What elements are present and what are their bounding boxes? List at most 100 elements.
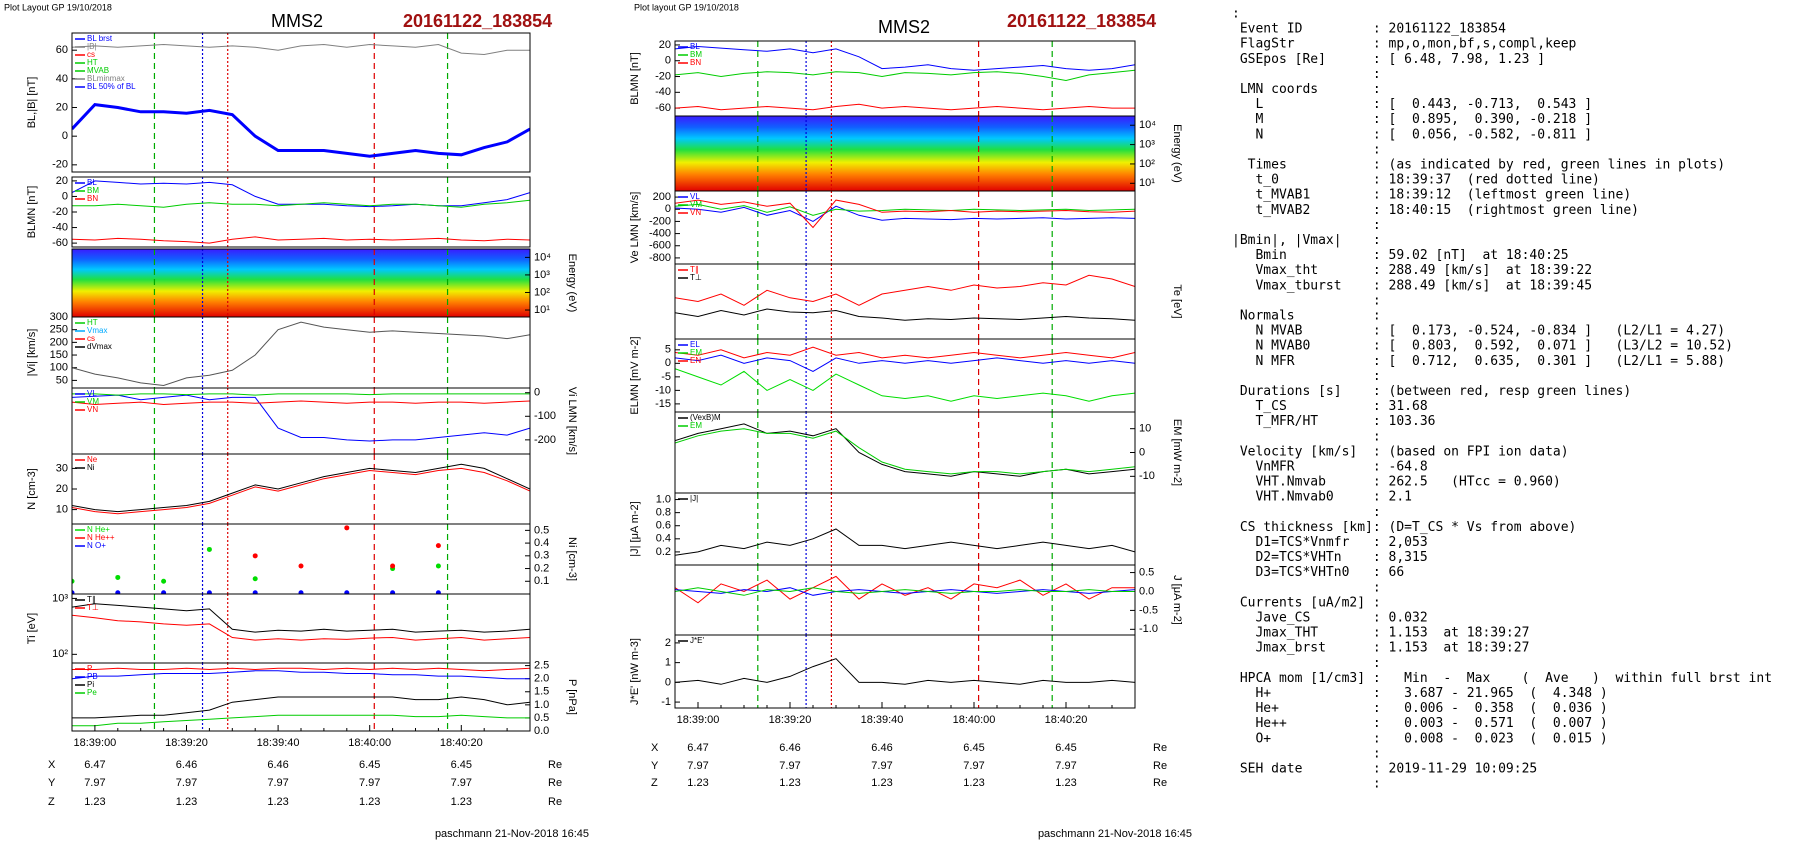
series-line: [72, 180, 530, 208]
legend-label: Ni: [87, 463, 95, 472]
y2-axis-label: EM [mW m-2]: [1171, 419, 1183, 486]
y-tick-label: 40: [56, 73, 68, 85]
orbit-label: Z: [651, 777, 658, 789]
orbit-unit: Re: [1153, 760, 1167, 772]
legend-label: VM: [690, 200, 702, 209]
orbit-label: X: [48, 759, 56, 771]
legend-label: MVAB: [87, 66, 109, 75]
info-line: T_CS : 31.68: [1232, 399, 1428, 414]
info-line: D2=TCS*VHTn : 8,315: [1232, 550, 1428, 565]
point: [390, 590, 396, 594]
info-line: :: [1232, 429, 1381, 444]
y-tick-label: 100: [50, 362, 68, 374]
info-line: Currents [uA/m2] :: [1232, 595, 1381, 610]
point: [390, 563, 396, 569]
y2-tick-label: -100: [534, 410, 556, 422]
point: [161, 578, 167, 584]
y-tick-label: -200: [649, 215, 671, 227]
y2-tick-label: 0: [534, 387, 540, 399]
legend-label: Pi: [87, 680, 94, 689]
legend-label: BL brst: [87, 34, 113, 43]
info-line: N : [ 0.056, -0.582, -0.811 ]: [1232, 127, 1592, 142]
x-tick-label: 18:40:00: [953, 714, 996, 726]
info-line: :: [1232, 7, 1240, 22]
y-tick-label: 0: [62, 190, 68, 202]
series-line: [72, 236, 530, 244]
instrument-title: MMS2: [271, 11, 323, 31]
series-line: [675, 274, 1135, 306]
panel-frame: [71, 32, 531, 173]
series-line: [72, 199, 530, 208]
y2-tick-label: 1.5: [534, 686, 549, 698]
info-line: :: [1232, 746, 1381, 761]
info-line: Bmin : 59.02 [nT] at 18:40:25: [1232, 248, 1569, 263]
info-line: :: [1232, 777, 1381, 792]
y-tick-label: -60: [655, 102, 671, 114]
spectrogram-image: [675, 116, 1135, 191]
layout-label: Plot Layout GP 19/10/2018: [4, 2, 112, 12]
y2-tick-label: 10¹: [534, 304, 550, 316]
legend-label: HT: [87, 318, 98, 327]
orbit-unit: Re: [1153, 777, 1167, 789]
y-axis-label: J*E' [nW m-3]: [629, 638, 641, 705]
orbit-value: 6.47: [84, 759, 105, 771]
info-line: D1=TCS*Vnmfr : 2,053: [1232, 535, 1428, 550]
point: [72, 590, 75, 594]
y-tick-label: 0.6: [656, 520, 671, 532]
y-axis-label: Ti [eV]: [26, 613, 38, 644]
y2-tick-label: 10¹: [1139, 177, 1155, 189]
y-tick-label: 2: [665, 637, 671, 649]
info-line: Durations [s] : (between red, resp green…: [1232, 384, 1631, 399]
legend-label: T⊥: [87, 603, 99, 612]
info-line: Velocity [km/s] : (based on FPI ion data…: [1232, 444, 1569, 459]
y-tick-label: 0.8: [656, 507, 671, 519]
orbit-value: 6.46: [871, 742, 892, 754]
legend-label: VN: [690, 208, 701, 217]
y2-tick-label: 10: [1139, 423, 1151, 435]
info-line: :: [1232, 505, 1381, 520]
y2-tick-label: 10³: [1139, 138, 1155, 150]
x-tick-label: 18:39:20: [769, 714, 812, 726]
point: [298, 590, 304, 594]
info-line: |Bmin|, |Vmax| :: [1232, 233, 1381, 248]
point: [435, 543, 441, 549]
legend-label: |J|: [690, 494, 698, 503]
panel-frame: [71, 316, 531, 389]
info-line: Jmax_THT : 1.153 at 18:39:27: [1232, 626, 1529, 641]
y-tick-label: -600: [649, 240, 671, 252]
orbit-value: 1.23: [176, 796, 197, 808]
info-line: CS thickness [km]: (D=T_CS * Vs from abo…: [1232, 520, 1576, 535]
point: [252, 590, 258, 594]
x-tick-label: 18:39:00: [73, 737, 116, 749]
info-line: Jave_CS : 0.032: [1232, 611, 1428, 626]
orbit-value: 6.45: [451, 759, 472, 771]
y-tick-label: 1: [665, 657, 671, 669]
info-line: :: [1232, 369, 1381, 384]
y2-tick-label: 0.3: [534, 550, 549, 562]
orbit-value: 6.45: [359, 759, 380, 771]
legend-label: BL: [690, 42, 700, 51]
y2-tick-label: 2.0: [534, 673, 549, 685]
y-tick-label: 150: [50, 349, 68, 361]
info-line: :: [1232, 293, 1381, 308]
legend-label: VM: [87, 397, 99, 406]
series-line: [675, 658, 1135, 685]
footer: paschmann 21-Nov-2018 16:45: [1038, 828, 1192, 840]
y-tick-label: 1.0: [656, 493, 671, 505]
info-line: t_MVAB2 : 18:40:15 (rightmost green line…: [1232, 203, 1639, 218]
y-tick-label: 0.4: [656, 533, 671, 545]
legend-label: BLminmax: [87, 74, 125, 83]
info-line: N MFR : [ 0.712, 0.635, 0.301 ] (L2/L1 =…: [1232, 354, 1725, 369]
orbit-value: 7.97: [687, 760, 708, 772]
orbit-value: 1.23: [1055, 777, 1076, 789]
orbit-value: 1.23: [687, 777, 708, 789]
legend-label: BN: [690, 58, 701, 67]
footer: paschmann 21-Nov-2018 16:45: [435, 828, 589, 840]
y2-tick-label: 2.5: [534, 660, 549, 672]
info-line: T_MFR/HT : 103.36: [1232, 414, 1436, 429]
orbit-value: 7.97: [871, 760, 892, 772]
